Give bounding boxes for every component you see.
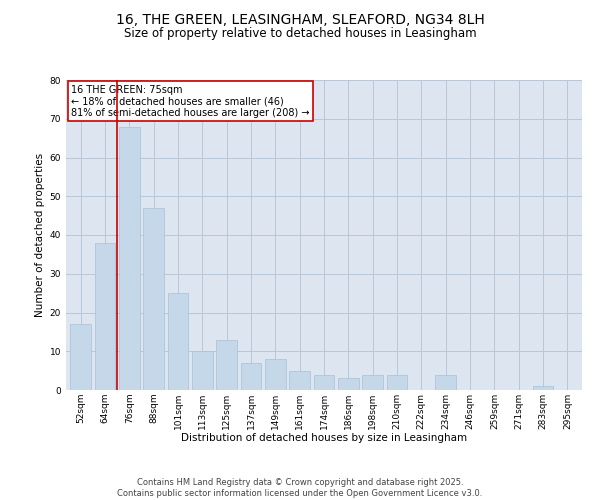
Bar: [70, 324, 91, 390]
Text: 16, THE GREEN, LEASINGHAM, SLEAFORD, NG34 8LH: 16, THE GREEN, LEASINGHAM, SLEAFORD, NG3…: [116, 12, 484, 26]
Bar: [241, 363, 262, 390]
Bar: [119, 126, 140, 390]
Bar: [338, 378, 359, 390]
Bar: [95, 243, 115, 390]
Bar: [289, 370, 310, 390]
Text: Size of property relative to detached houses in Leasingham: Size of property relative to detached ho…: [124, 28, 476, 40]
Bar: [436, 374, 456, 390]
X-axis label: Distribution of detached houses by size in Leasingham: Distribution of detached houses by size …: [181, 434, 467, 444]
Bar: [265, 359, 286, 390]
Bar: [386, 374, 407, 390]
Y-axis label: Number of detached properties: Number of detached properties: [35, 153, 46, 317]
Text: 16 THE GREEN: 75sqm
← 18% of detached houses are smaller (46)
81% of semi-detach: 16 THE GREEN: 75sqm ← 18% of detached ho…: [71, 84, 310, 118]
Bar: [314, 374, 334, 390]
Bar: [216, 340, 237, 390]
Bar: [533, 386, 553, 390]
Bar: [143, 208, 164, 390]
Bar: [167, 293, 188, 390]
Bar: [192, 351, 212, 390]
Bar: [362, 374, 383, 390]
Text: Contains HM Land Registry data © Crown copyright and database right 2025.
Contai: Contains HM Land Registry data © Crown c…: [118, 478, 482, 498]
